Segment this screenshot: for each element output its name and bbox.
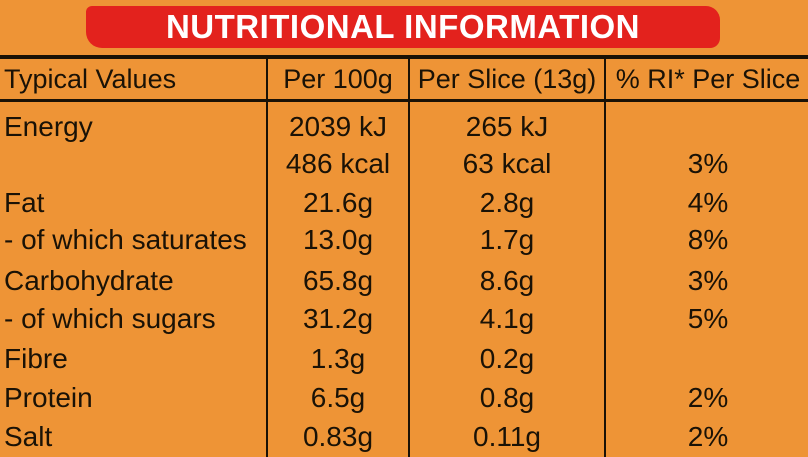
column-divider-3 bbox=[604, 59, 606, 457]
ri-value: 5% bbox=[687, 303, 729, 334]
nutrient-label: Fibre bbox=[4, 343, 68, 374]
per-slice-value: 4.1g bbox=[479, 303, 535, 334]
nutrient-label: Salt bbox=[4, 421, 53, 452]
ri-value: 3% bbox=[687, 265, 729, 296]
ri-value: 4% bbox=[687, 187, 729, 218]
per-100g-value: 65.8g bbox=[302, 265, 374, 296]
header-ri-per-slice: % RI* Per Slice bbox=[615, 64, 801, 94]
per-slice-value: 2.8g bbox=[479, 187, 535, 218]
title-banner: NUTRITIONAL INFORMATION bbox=[86, 6, 720, 48]
header-divider bbox=[0, 99, 808, 102]
per-slice-value: 1.7g bbox=[479, 224, 535, 255]
nutrient-label: Protein bbox=[4, 382, 93, 413]
top-divider bbox=[0, 55, 808, 59]
per-100g-value: 13.0g bbox=[302, 224, 374, 255]
per-100g-value: 31.2g bbox=[302, 303, 374, 334]
per-100g-value: 1.3g bbox=[310, 343, 366, 374]
per-slice-value: 0.11g bbox=[473, 421, 541, 452]
column-divider-2 bbox=[408, 59, 410, 457]
per-slice-value: 63 kcal bbox=[462, 148, 552, 179]
header-per-slice: Per Slice (13g) bbox=[417, 64, 597, 94]
per-100g-value: 6.5g bbox=[310, 382, 366, 413]
nutrient-label: - of which sugars bbox=[4, 303, 216, 334]
ri-value: 3% bbox=[687, 148, 729, 179]
per-100g-value: 2039 kJ bbox=[288, 111, 388, 142]
nutrient-label: Energy bbox=[4, 111, 93, 142]
header-per-100g: Per 100g bbox=[283, 64, 393, 94]
per-100g-value: 21.6g bbox=[302, 187, 374, 218]
per-slice-value: 0.8g bbox=[479, 382, 535, 413]
per-slice-value: 0.2g bbox=[479, 343, 535, 374]
ri-value: 8% bbox=[687, 224, 729, 255]
nutrient-label: Fat bbox=[4, 187, 45, 218]
page-title: NUTRITIONAL INFORMATION bbox=[165, 8, 641, 45]
header-typical-values: Typical Values bbox=[4, 64, 177, 94]
ri-value: 2% bbox=[687, 421, 729, 452]
nutrient-label: - of which saturates bbox=[4, 224, 247, 255]
nutrient-label: Carbohydrate bbox=[4, 265, 174, 296]
per-slice-value: 8.6g bbox=[479, 265, 535, 296]
column-divider-1 bbox=[266, 59, 268, 457]
per-slice-value: 265 kJ bbox=[465, 111, 549, 142]
ri-value: 2% bbox=[687, 382, 729, 413]
per-100g-value: 0.83g bbox=[302, 421, 374, 452]
per-100g-value: 486 kcal bbox=[285, 148, 391, 179]
